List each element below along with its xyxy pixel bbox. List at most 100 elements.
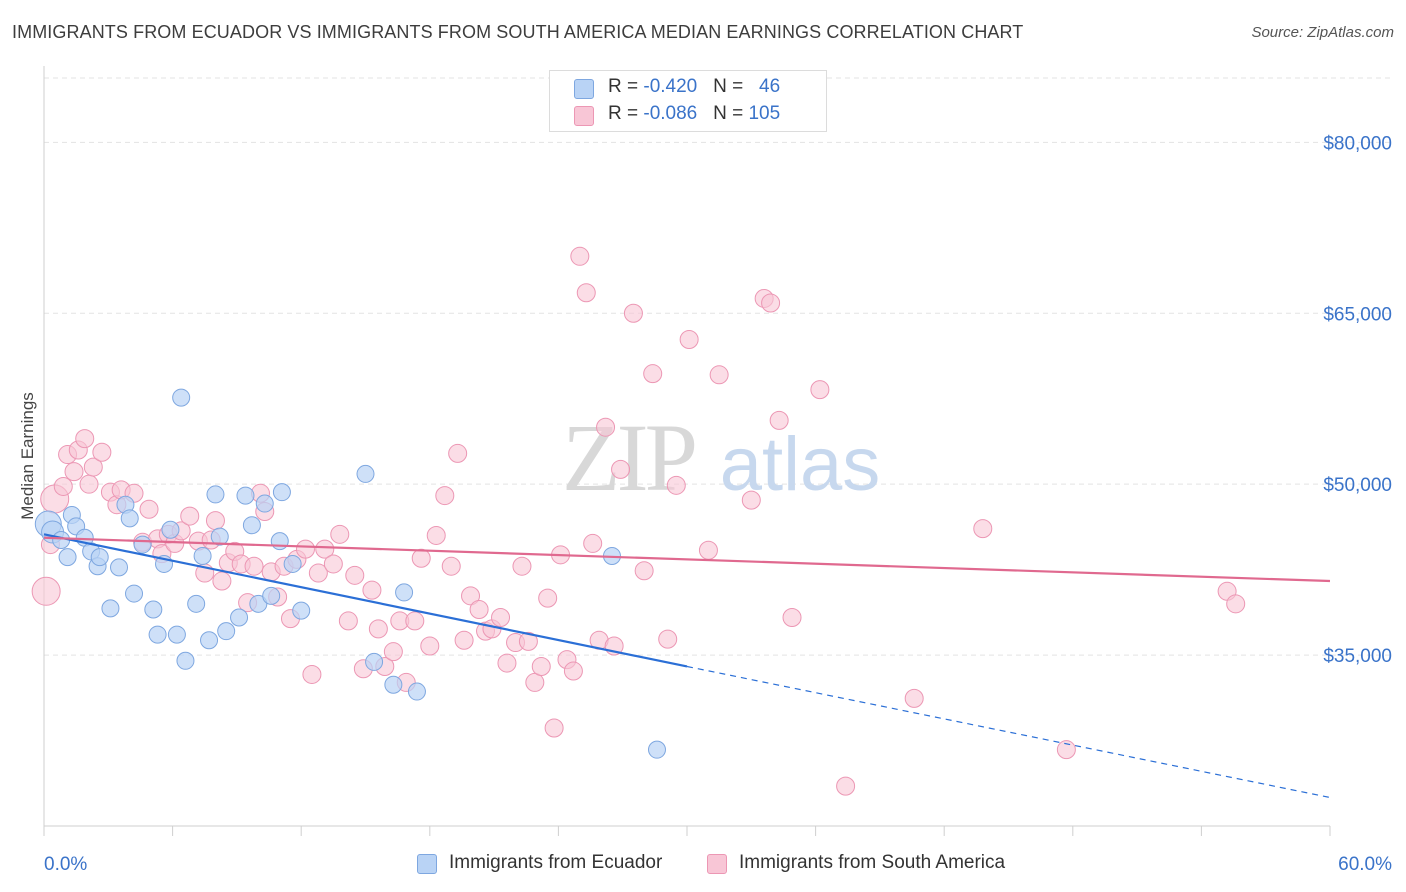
point-south-america xyxy=(205,511,225,531)
y-axis-label: Median Earnings xyxy=(18,392,37,520)
point-ecuador xyxy=(272,483,291,502)
point-ecuador xyxy=(283,554,302,573)
point-ecuador xyxy=(395,583,414,602)
point-south-america xyxy=(583,533,603,553)
trend-line-south-america xyxy=(43,536,1331,583)
point-south-america xyxy=(518,631,538,651)
point-ecuador xyxy=(270,532,289,551)
series-south-america-points xyxy=(31,246,1246,796)
point-ecuador xyxy=(148,625,167,644)
point-south-america xyxy=(611,459,631,479)
point-ecuador xyxy=(292,601,311,620)
point-south-america xyxy=(454,630,474,650)
point-south-america xyxy=(563,661,583,681)
point-south-america xyxy=(497,653,517,673)
point-south-america xyxy=(570,246,590,266)
point-ecuador xyxy=(407,682,426,701)
point-south-america xyxy=(658,629,678,649)
legend-r-label: R = xyxy=(608,76,644,97)
legend-r-value: -0.420 xyxy=(643,76,698,97)
stats-legend: R = -0.420 N = 46 R = -0.086 N = 105 xyxy=(549,70,827,132)
point-ecuador xyxy=(365,652,384,671)
point-south-america xyxy=(92,442,112,462)
point-south-america xyxy=(212,571,232,591)
point-ecuador xyxy=(161,520,180,539)
point-south-america xyxy=(634,561,654,581)
legend-swatch-pink xyxy=(574,106,594,126)
legend-n-label: N = xyxy=(713,103,749,124)
point-south-america xyxy=(405,611,425,631)
point-ecuador xyxy=(120,509,139,528)
point-south-america xyxy=(180,506,200,526)
y-tick-label: $65,000 xyxy=(1323,304,1392,325)
point-ecuador xyxy=(58,548,77,567)
point-south-america xyxy=(323,554,343,574)
point-ecuador xyxy=(206,485,225,504)
point-south-america xyxy=(426,525,446,545)
point-south-america xyxy=(79,474,99,494)
point-south-america xyxy=(666,475,686,495)
x-tick-label: 60.0% xyxy=(1338,854,1392,875)
point-south-america xyxy=(441,556,461,576)
point-south-america xyxy=(362,580,382,600)
point-south-america xyxy=(709,365,729,385)
point-south-america xyxy=(64,462,84,482)
point-south-america xyxy=(469,600,489,620)
point-ecuador xyxy=(249,594,268,613)
legend-label-ecuador: Immigrants from Ecuador xyxy=(449,852,663,873)
point-ecuador xyxy=(133,535,152,554)
point-south-america xyxy=(679,329,699,349)
point-ecuador xyxy=(167,625,186,644)
trend-line-ecuador xyxy=(43,533,688,668)
point-south-america xyxy=(302,664,322,684)
y-tick-label: $50,000 xyxy=(1323,475,1392,496)
point-ecuador xyxy=(193,546,212,565)
series-ecuador-points xyxy=(34,388,666,759)
y-tick-label: $35,000 xyxy=(1323,646,1392,667)
point-south-america xyxy=(1226,594,1246,614)
point-south-america xyxy=(531,656,551,676)
point-south-america xyxy=(83,457,103,477)
point-ecuador xyxy=(144,600,163,619)
point-south-america xyxy=(315,539,335,559)
point-ecuador xyxy=(647,740,666,759)
point-south-america xyxy=(448,443,468,463)
point-ecuador xyxy=(262,586,281,605)
legend-swatch-pink xyxy=(707,854,727,874)
y-tick-label: $80,000 xyxy=(1323,133,1392,154)
point-south-america xyxy=(491,607,511,627)
point-south-america xyxy=(330,524,350,544)
watermark-zip: ZIP xyxy=(562,404,695,511)
point-ecuador xyxy=(200,631,219,650)
point-ecuador xyxy=(210,527,229,546)
x-tick-label: 0.0% xyxy=(44,854,87,875)
point-south-america xyxy=(420,636,440,656)
point-south-america xyxy=(53,476,73,496)
point-south-america xyxy=(538,588,558,608)
point-ecuador xyxy=(90,548,109,567)
point-south-america xyxy=(31,576,61,606)
point-south-america xyxy=(596,417,616,437)
point-ecuador xyxy=(101,599,120,618)
watermark-atlas: atlas xyxy=(720,422,881,507)
point-ecuador xyxy=(187,594,206,613)
legend-r-value: -0.086 xyxy=(643,103,698,124)
trend-line-ecuador-extrapolated xyxy=(686,665,1331,799)
point-south-america xyxy=(810,380,830,400)
legend-n-value: 46 xyxy=(759,76,781,97)
point-south-america xyxy=(368,619,388,639)
point-south-america xyxy=(435,486,455,506)
chart-title: IMMIGRANTS FROM ECUADOR VS IMMIGRANTS FR… xyxy=(12,22,1024,42)
point-ecuador xyxy=(255,494,274,513)
axes xyxy=(43,66,1331,836)
point-south-america xyxy=(544,718,564,738)
point-south-america xyxy=(338,611,358,631)
point-ecuador xyxy=(110,558,129,577)
legend-r-label: R = xyxy=(608,103,644,124)
point-south-america xyxy=(512,556,532,576)
point-ecuador xyxy=(176,651,195,670)
legend-n-label: N = xyxy=(713,76,749,97)
point-south-america xyxy=(411,548,431,568)
point-ecuador xyxy=(242,516,261,535)
